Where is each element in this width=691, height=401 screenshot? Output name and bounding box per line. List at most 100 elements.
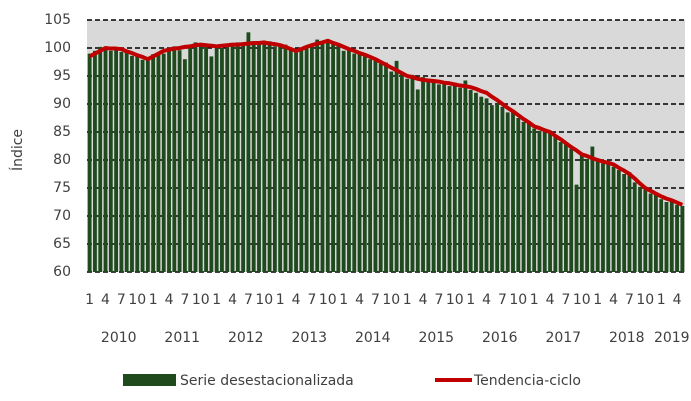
bar <box>601 163 605 272</box>
year-label: 2017 <box>545 330 581 346</box>
x-tick-label: 10 <box>319 292 337 308</box>
bar <box>495 102 500 272</box>
bar <box>463 80 468 272</box>
x-tick-label: 10 <box>382 292 400 308</box>
x-tick-label: 10 <box>446 292 464 308</box>
bar <box>638 186 642 272</box>
y-tick-label: 70 <box>53 208 71 224</box>
x-tick-label: 7 <box>498 292 507 308</box>
bar <box>304 48 309 273</box>
bar <box>368 59 373 273</box>
x-tick-label: 4 <box>292 292 301 308</box>
bar <box>458 87 462 272</box>
x-tick-label: 4 <box>355 292 364 308</box>
x-tick-label: 1 <box>466 292 475 308</box>
bar <box>389 71 394 273</box>
bar <box>542 129 547 272</box>
x-tick-label: 4 <box>228 292 237 308</box>
bar <box>114 47 119 272</box>
x-tick-label: 7 <box>117 292 126 308</box>
x-tick-label: 7 <box>244 292 253 308</box>
bar <box>267 41 272 272</box>
bar <box>352 53 357 272</box>
bar <box>357 52 362 273</box>
x-tick-label: 4 <box>482 292 491 308</box>
bar <box>167 49 171 273</box>
bar <box>135 54 140 272</box>
x-tick-label: 7 <box>307 292 316 308</box>
bar <box>108 50 113 272</box>
bar <box>664 202 669 272</box>
bar <box>188 45 193 273</box>
bar <box>320 41 325 272</box>
bar <box>590 146 595 272</box>
legend-label: Serie desestacionalizada <box>180 373 354 389</box>
bar <box>283 44 288 272</box>
x-tick-label: 1 <box>593 292 602 308</box>
x-tick-label: 4 <box>165 292 174 308</box>
bar <box>484 98 489 273</box>
bar <box>431 79 436 272</box>
x-tick-label: 10 <box>509 292 527 308</box>
bar <box>643 189 648 272</box>
year-label: 2011 <box>164 330 200 346</box>
bar <box>172 46 177 272</box>
bar <box>230 45 235 273</box>
bar <box>627 172 632 272</box>
bar <box>437 84 441 273</box>
bar <box>569 148 574 272</box>
y-tick-label: 105 <box>44 12 71 28</box>
year-label: 2013 <box>291 330 327 346</box>
bar <box>209 56 214 273</box>
bar <box>119 51 124 272</box>
x-tick-label: 4 <box>546 292 555 308</box>
bar <box>410 74 415 272</box>
y-axis-label: Índice <box>9 129 26 171</box>
bar <box>558 142 563 272</box>
bar <box>193 42 198 273</box>
bar <box>140 59 145 273</box>
bar <box>526 121 531 272</box>
bar <box>278 46 283 272</box>
x-tick-label: 10 <box>255 292 273 308</box>
y-tick-label: 90 <box>53 96 71 112</box>
x-tick-label: 7 <box>625 292 634 308</box>
bar <box>479 96 484 272</box>
bar <box>378 63 383 273</box>
bar <box>198 46 203 272</box>
bar <box>500 106 505 272</box>
y-tick-label: 80 <box>53 152 71 168</box>
bar <box>653 192 658 272</box>
bar <box>98 46 103 272</box>
bar <box>474 92 478 272</box>
legend-label: Tendencia-ciclo <box>473 373 581 389</box>
bar <box>161 53 166 272</box>
bar <box>553 134 558 272</box>
bar <box>315 39 320 272</box>
bar <box>648 193 653 272</box>
x-tick-label: 10 <box>573 292 591 308</box>
year-label: 2019 <box>654 330 690 346</box>
bar <box>294 51 298 272</box>
bar <box>272 46 277 272</box>
legend-swatch <box>123 374 176 386</box>
bar <box>103 48 108 272</box>
bar <box>505 112 510 273</box>
year-label: 2010 <box>101 330 137 346</box>
x-tick-label: 7 <box>180 292 189 308</box>
bar <box>145 58 150 272</box>
bar <box>675 204 679 272</box>
x-tick-label: 7 <box>561 292 570 308</box>
y-tick-label: 100 <box>44 40 71 56</box>
bar <box>548 133 552 272</box>
bar <box>632 182 637 272</box>
x-tick-label: 4 <box>419 292 428 308</box>
bar <box>214 44 219 272</box>
bar <box>579 153 584 272</box>
bar <box>220 48 224 272</box>
bar <box>574 184 579 272</box>
x-tick-label: 4 <box>673 292 682 308</box>
year-label: 2015 <box>418 330 454 346</box>
bar <box>468 90 473 272</box>
